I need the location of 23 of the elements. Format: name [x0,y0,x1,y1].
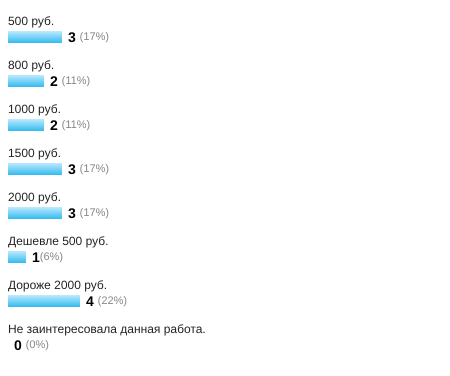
bar [8,119,44,131]
bar [8,295,80,307]
bar [8,207,62,219]
y-tick-label: Дешевле 500 руб. [8,234,108,248]
data-label: 3 (17%) [68,29,110,45]
y-tick-label: 800 руб. [8,58,54,72]
data-label: 2 (11%) [50,117,90,133]
bar [8,163,62,175]
y-tick-label: 2000 руб. [8,190,61,204]
data-label: 3 (17%) [68,205,110,221]
y-tick-label: 500 руб. [8,14,54,28]
data-label: 3 (17%) [68,161,110,177]
bar [8,251,26,263]
data-label: 2 (11%) [50,73,90,89]
data-label: 0 (0%) [14,337,49,353]
y-tick-label: 1500 руб. [8,146,61,160]
y-tick-label: Дороже 2000 руб. [8,278,108,292]
data-label: 1(6%) [32,249,64,265]
y-tick-label: Не заинтересовала данная работа. [8,322,206,336]
y-tick-label: 1000 руб. [8,102,61,116]
bar [8,31,62,43]
data-label: 4 (22%) [86,293,128,309]
bar [8,75,44,87]
